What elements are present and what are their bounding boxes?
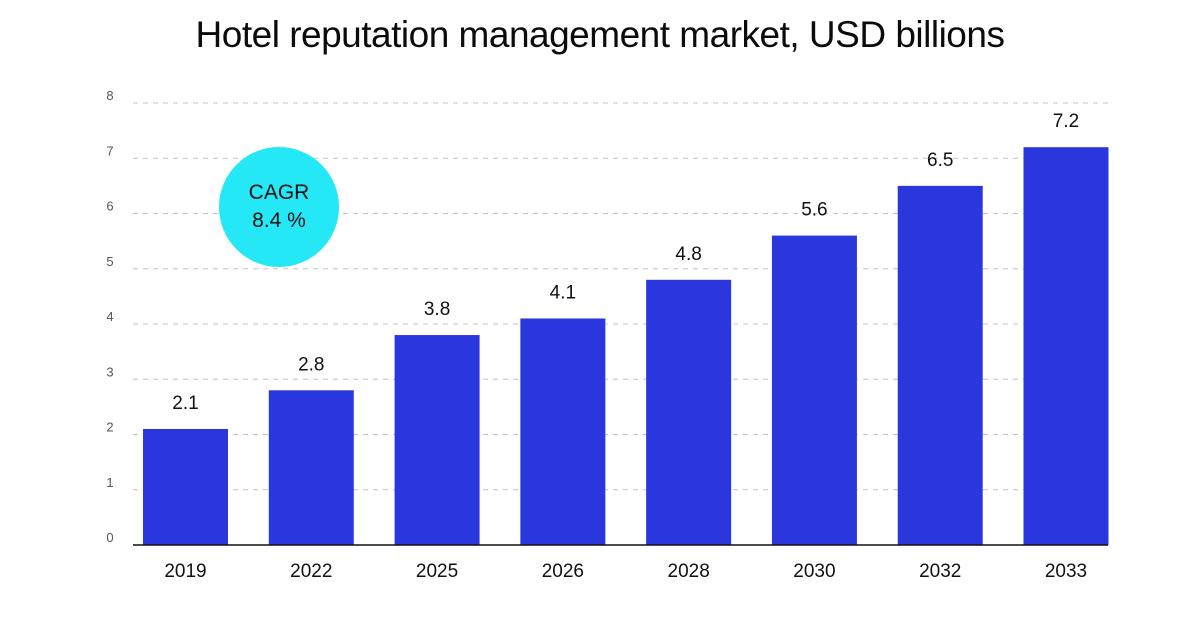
cagr-label: CAGR [248,181,310,204]
y-tick-label: 1 [106,475,113,490]
y-tick-label: 6 [106,199,113,214]
y-tick-label: 8 [106,88,113,103]
bar [897,185,983,545]
x-tick-label: 2025 [416,561,458,582]
x-axis-ticks: 2019 2022 2025 2026 2028 2030 2032 2033 [164,561,1087,582]
y-tick-label: 7 [106,143,113,158]
bar-value-label: 7.2 [1053,111,1079,132]
x-tick-label: 2026 [542,561,584,582]
y-axis-ticks: 0 1 2 3 4 5 6 7 8 [106,88,113,545]
bar-value-label: 4.8 [675,244,701,265]
bars [143,147,1109,545]
x-tick-label: 2032 [919,561,961,582]
y-tick-label: 4 [106,309,113,324]
y-tick-label: 3 [106,364,113,379]
x-tick-label: 2022 [290,561,332,582]
data-labels: 2.1 2.8 3.8 4.1 4.8 5.6 6.5 7.2 [172,111,1079,414]
y-tick-label: 5 [106,254,113,269]
bar [646,279,732,545]
chart-title: Hotel reputation management market, USD … [195,14,1005,55]
bar-value-label: 5.6 [801,200,827,221]
bar-value-label: 3.8 [424,299,450,320]
bar-value-label: 2.1 [172,393,198,414]
bar [1023,147,1109,545]
bar [520,318,606,545]
cagr-value: 8.4 % [252,209,306,232]
cagr-badge: CAGR 8.4 % [219,147,339,267]
y-tick-label: 0 [106,530,113,545]
bar [771,235,857,545]
bar [143,428,228,545]
x-tick-label: 2033 [1045,561,1087,582]
bar-value-label: 6.5 [927,150,953,171]
x-tick-label: 2030 [793,561,835,582]
y-tick-label: 2 [106,420,113,435]
bar-value-label: 4.1 [550,282,576,303]
bar-value-label: 2.8 [298,354,324,375]
bar [268,390,354,545]
x-tick-label: 2019 [164,561,206,582]
bar [394,335,480,545]
x-tick-label: 2028 [668,561,710,582]
